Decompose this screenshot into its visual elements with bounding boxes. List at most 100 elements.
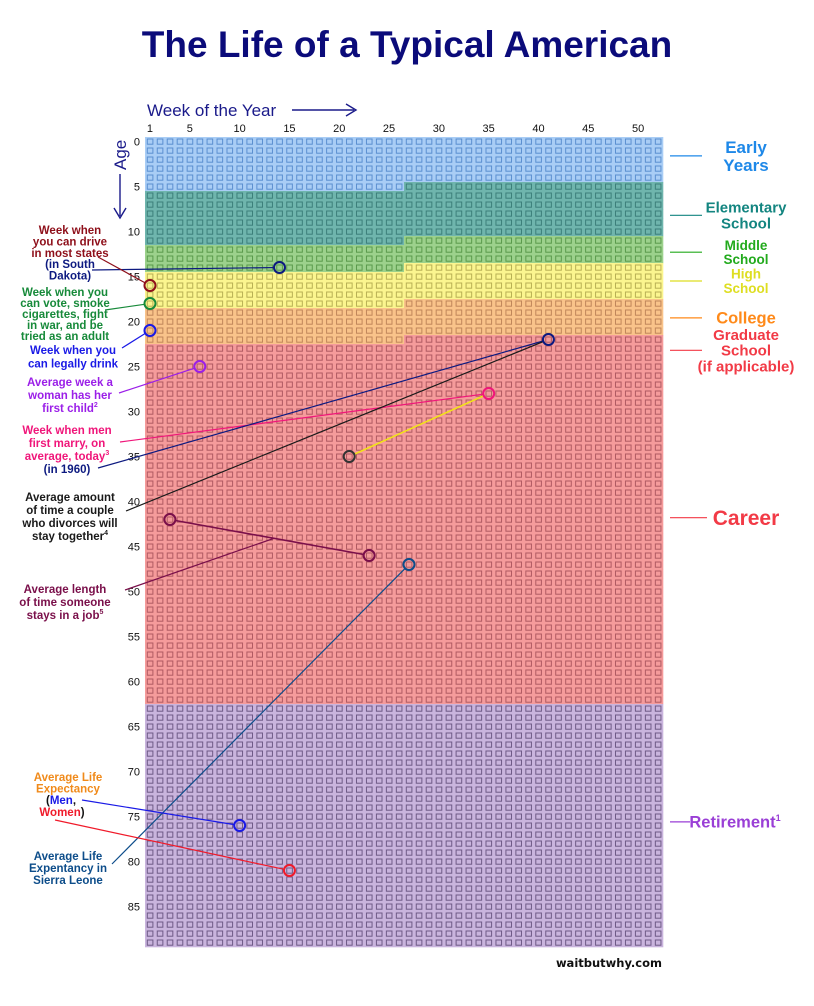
week-cell: [565, 543, 572, 550]
week-cell: [624, 498, 632, 505]
week-cell: [276, 570, 283, 577]
week-cell: [266, 471, 273, 478]
week-cell: [336, 624, 343, 631]
week-cell: [196, 606, 204, 613]
week-cell: [256, 192, 263, 199]
week-cell: [266, 345, 273, 352]
week-cell: [535, 147, 542, 154]
week-cell: [505, 633, 513, 640]
week-cell: [605, 579, 612, 586]
phase-band-early: [404, 164, 664, 174]
phase-label-line: College: [716, 310, 776, 328]
week-cell: [206, 390, 214, 397]
week-cell: [475, 687, 483, 694]
week-cell: [286, 570, 293, 577]
week-cell: [555, 426, 562, 433]
week-cell: [146, 480, 154, 487]
week-cell: [644, 282, 652, 289]
week-cell: [485, 318, 493, 325]
week-cell: [555, 606, 562, 613]
week-cell: [425, 327, 433, 334]
week-cell: [276, 309, 283, 316]
week-cell: [624, 309, 632, 316]
week-cell: [435, 552, 443, 559]
week-cell: [465, 687, 473, 694]
week-cell: [535, 588, 542, 595]
week-cell: [316, 255, 323, 262]
week-cell: [485, 570, 493, 577]
week-cell: [614, 579, 622, 586]
week-cell: [216, 615, 224, 622]
week-cell: [445, 201, 453, 208]
week-cell: [355, 678, 363, 685]
week-cell: [226, 408, 234, 415]
week-cell: [385, 552, 393, 559]
week-cell: [614, 642, 622, 649]
week-cell: [595, 156, 602, 163]
week-cell: [555, 552, 562, 559]
week-cell: [475, 471, 483, 478]
week-cell: [654, 363, 662, 370]
week-cell: [535, 210, 542, 217]
week-cell: [286, 651, 293, 658]
week-cell: [206, 318, 214, 325]
week-cell: [236, 570, 244, 577]
week-cell: [286, 174, 293, 181]
phase-band-career: [145, 524, 405, 534]
phase-band-career: [404, 416, 664, 426]
week-cell: [445, 543, 453, 550]
phase-label-early: Early Years: [723, 138, 768, 175]
week-cell: [256, 273, 263, 280]
week-cell: [545, 255, 552, 262]
week-cell: [316, 588, 323, 595]
week-cell: [614, 318, 622, 325]
phase-band-career: [404, 695, 664, 705]
y-tick-label: 80: [128, 857, 140, 869]
phase-band-career: [145, 407, 405, 417]
week-cell: [216, 561, 224, 568]
week-cell: [585, 381, 592, 388]
week-cell: [236, 633, 244, 640]
week-cell: [216, 597, 224, 604]
phase-label-line: High: [731, 267, 761, 282]
week-cell: [216, 147, 224, 154]
week-cell: [435, 138, 443, 145]
week-cell: [585, 597, 592, 604]
week-cell: [505, 255, 513, 262]
week-cell: [435, 417, 443, 424]
week-cell: [176, 561, 184, 568]
week-cell: [346, 552, 353, 559]
week-cell: [455, 156, 463, 163]
week-cell: [226, 192, 234, 199]
phase-band-career: [145, 443, 405, 453]
week-cell: [405, 489, 413, 496]
week-cell: [226, 534, 234, 541]
week-cell: [306, 597, 313, 604]
week-cell: [485, 237, 493, 244]
week-cell: [196, 201, 204, 208]
week-cell: [654, 255, 662, 262]
week-cell: [425, 183, 433, 190]
week-cell: [385, 516, 393, 523]
week-cell: [535, 624, 542, 631]
week-cell: [355, 507, 363, 514]
week-cell: [276, 336, 283, 343]
week-cell: [605, 336, 612, 343]
week-cell: [156, 534, 164, 541]
week-cell: [365, 624, 373, 631]
week-cell: [196, 552, 204, 559]
week-cell: [176, 525, 184, 532]
week-cell: [525, 507, 532, 514]
week-cell: [435, 192, 443, 199]
week-cell: [266, 255, 273, 262]
week-cell: [395, 291, 403, 298]
week-cell: [435, 579, 443, 586]
week-cell: [405, 678, 413, 685]
week-cell: [465, 219, 473, 226]
week-cell: [634, 489, 642, 496]
week-cell: [266, 498, 273, 505]
week-cell: [336, 219, 343, 226]
phase-band-retirement: [145, 911, 405, 921]
week-cell: [565, 201, 572, 208]
week-cell: [206, 192, 214, 199]
